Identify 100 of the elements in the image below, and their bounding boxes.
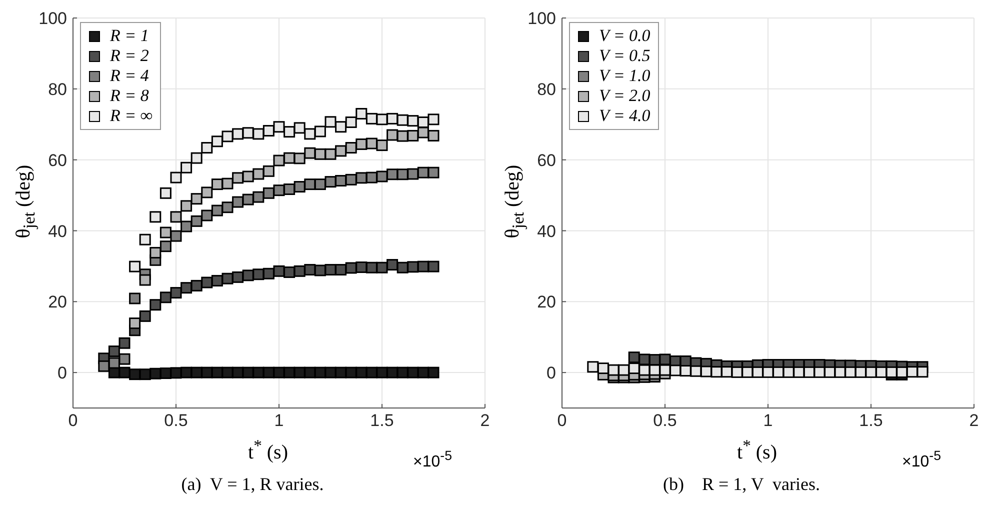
point xyxy=(201,186,213,198)
point xyxy=(242,127,254,139)
point xyxy=(242,270,254,282)
y-tick-label: 100 xyxy=(38,9,67,28)
point xyxy=(356,138,368,150)
point xyxy=(407,366,419,378)
legend-label: V = 2.0 xyxy=(599,86,650,106)
point xyxy=(129,260,141,272)
point xyxy=(201,142,213,154)
y-tick-label: 60 xyxy=(537,150,556,170)
point xyxy=(844,366,856,378)
x-axis-title: t$^{*}$ (s) xyxy=(736,436,778,465)
point xyxy=(366,262,378,274)
legend-label: R = 1 xyxy=(110,26,149,46)
point xyxy=(129,368,141,380)
point xyxy=(242,194,254,206)
point xyxy=(376,140,388,152)
point xyxy=(803,366,815,378)
point xyxy=(160,240,172,252)
point xyxy=(222,272,234,284)
point xyxy=(262,268,274,280)
point xyxy=(628,362,640,374)
point xyxy=(824,366,836,378)
point xyxy=(386,129,398,141)
point xyxy=(273,265,285,277)
point xyxy=(170,287,182,299)
point xyxy=(896,366,908,378)
point xyxy=(252,168,264,180)
point xyxy=(284,366,296,378)
point xyxy=(648,364,660,376)
point xyxy=(180,220,192,232)
y-tick-label: 20 xyxy=(537,292,556,312)
point xyxy=(160,292,172,304)
point xyxy=(190,280,202,292)
y-tick-label: 40 xyxy=(48,222,67,241)
x-tick-label: 1.5 xyxy=(859,411,883,430)
point xyxy=(190,215,202,227)
x-tick-label: 1 xyxy=(274,411,284,430)
y-tick-label: 0 xyxy=(58,364,67,383)
point xyxy=(324,148,336,160)
point xyxy=(670,364,682,376)
point xyxy=(201,210,213,222)
point xyxy=(314,264,326,276)
legend-label: V = 1.0 xyxy=(599,66,650,86)
point xyxy=(324,176,336,188)
point xyxy=(139,234,151,246)
point xyxy=(170,211,182,223)
point xyxy=(211,178,223,190)
text: ×10$^{-5}$ xyxy=(902,448,941,472)
point xyxy=(366,112,378,124)
point xyxy=(262,366,274,378)
point xyxy=(160,368,172,380)
point xyxy=(262,124,274,136)
point xyxy=(222,178,234,190)
point xyxy=(294,181,306,193)
x-tick-label: 2 xyxy=(969,411,979,430)
point xyxy=(417,366,429,378)
legend-label: R = 4 xyxy=(110,66,149,86)
point xyxy=(752,366,764,378)
point xyxy=(294,122,306,134)
point xyxy=(386,112,398,124)
point xyxy=(180,282,192,294)
point xyxy=(906,366,918,378)
point xyxy=(618,364,630,376)
point xyxy=(294,265,306,277)
point xyxy=(252,191,264,203)
point xyxy=(428,260,440,272)
point xyxy=(597,362,609,374)
point xyxy=(407,130,419,142)
text: (b) R = 1, V varies. xyxy=(662,474,821,495)
point xyxy=(160,226,172,238)
point xyxy=(428,130,440,142)
point xyxy=(376,170,388,182)
point xyxy=(139,310,151,322)
point xyxy=(366,138,378,150)
x-tick-label: 0.5 xyxy=(164,411,188,430)
x-tick-label: 2 xyxy=(480,411,490,430)
point xyxy=(129,318,141,330)
point xyxy=(721,366,733,378)
point xyxy=(273,121,285,133)
y-tick-label: 80 xyxy=(537,80,556,99)
point xyxy=(793,366,805,378)
point xyxy=(211,204,223,216)
y-tick-label: 60 xyxy=(48,150,67,170)
point xyxy=(211,366,223,378)
point xyxy=(108,357,120,369)
point xyxy=(314,126,326,138)
point xyxy=(916,366,928,378)
point xyxy=(386,366,398,378)
legend-label: R = 8 xyxy=(110,86,149,106)
point xyxy=(150,211,162,223)
text: ×10$^{-5}$ xyxy=(413,448,452,472)
point xyxy=(180,200,192,212)
point xyxy=(335,145,347,157)
point xyxy=(201,366,213,378)
point xyxy=(417,116,429,128)
point xyxy=(262,165,274,177)
point xyxy=(211,136,223,148)
point xyxy=(108,346,120,358)
y-tick-label: 20 xyxy=(48,292,67,312)
